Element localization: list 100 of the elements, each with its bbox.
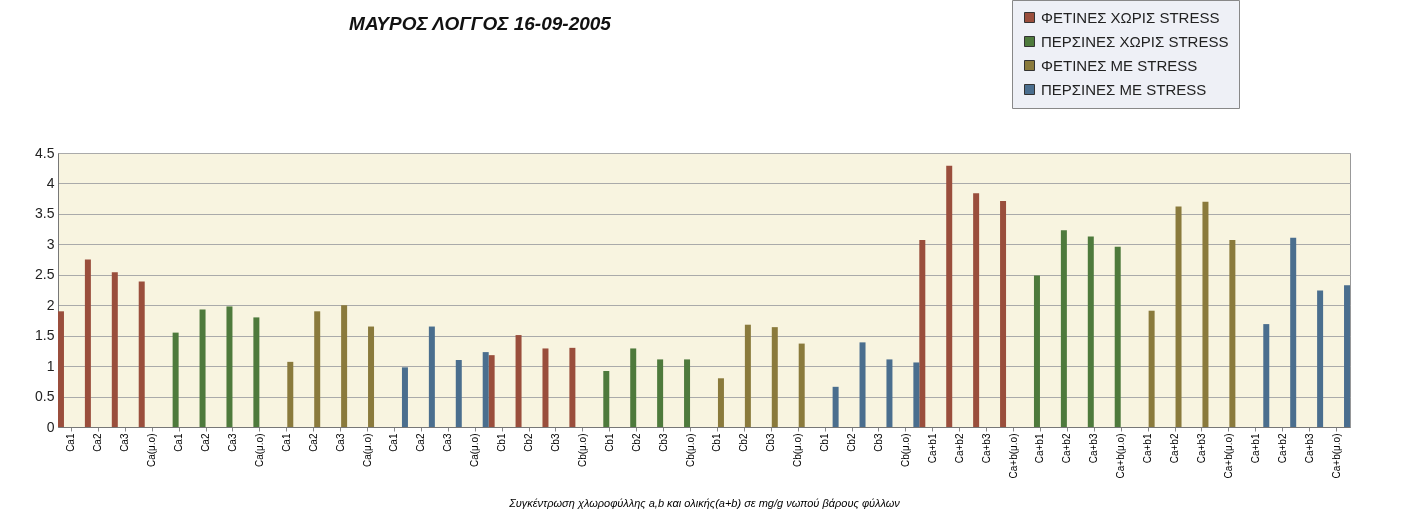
y-tick-label: 2 <box>46 296 55 313</box>
x-tick-label: Ca3 <box>226 433 238 452</box>
x-tick-label: Ca+b1 <box>1249 433 1261 464</box>
bar <box>455 360 462 427</box>
bar <box>488 355 495 427</box>
bar <box>1317 290 1324 427</box>
bar <box>1290 237 1297 427</box>
x-tick-label: Ca3 <box>119 433 131 452</box>
bar <box>569 347 576 427</box>
x-tick-label: Cb3 <box>765 433 777 452</box>
bar <box>684 359 691 427</box>
x-tick-label: Ca+b2 <box>1276 433 1288 464</box>
chart-title: ΜΑΥΡΟΣ ΛΟΓΓΟΣ 16-09-2005 <box>349 12 612 34</box>
bar <box>1202 201 1209 427</box>
x-tick-label: Cb1 <box>496 433 508 452</box>
legend-label: ΦΕΤΙΝΕΣ ΧΩΡΙΣ STRESS <box>1041 8 1220 26</box>
bar <box>1229 240 1236 427</box>
bar <box>919 240 926 427</box>
bar <box>946 165 953 427</box>
x-tick-label: Ca+b3 <box>1303 433 1315 464</box>
y-tick-label: 3 <box>46 235 55 252</box>
x-tick-label: Cb2 <box>846 433 858 452</box>
x-tick-label: Ca(μ.ο) <box>469 433 481 468</box>
x-tick-label: Ca+b(μ.ο) <box>1330 433 1342 479</box>
x-tick-label: Cb2 <box>523 433 535 452</box>
x-tick-label: Ca+b(μ.ο) <box>1222 433 1234 479</box>
x-tick-label: Cb(μ.ο) <box>792 433 804 468</box>
bar <box>287 361 294 427</box>
x-tick-label: Cb(μ.ο) <box>899 433 911 468</box>
x-tick-label: Ca+b3 <box>1195 433 1207 464</box>
x-tick-label: Ca1 <box>280 433 292 452</box>
y-tick-label: 0.5 <box>35 388 55 405</box>
bar <box>1060 230 1067 427</box>
x-tick-label: Cb3 <box>657 433 669 452</box>
bar <box>84 259 91 427</box>
x-tick-label: Ca+b1 <box>1034 433 1046 464</box>
y-tick-label: 3.5 <box>35 205 55 222</box>
x-tick-label: Ca2 <box>415 433 427 452</box>
bar <box>172 332 179 427</box>
x-tick-label: Ca1 <box>65 433 77 452</box>
bar <box>886 359 893 427</box>
bar <box>111 272 118 427</box>
bar <box>1175 206 1182 427</box>
bar <box>913 362 920 427</box>
y-tick-label: 1 <box>46 357 55 374</box>
x-tick-label: Ca+b(μ.ο) <box>1115 433 1127 479</box>
x-tick-label: Ca2 <box>200 433 212 452</box>
bar <box>973 193 980 427</box>
x-tick-label: Ca2 <box>307 433 319 452</box>
x-tick-label: Ca+b2 <box>1061 433 1073 464</box>
bar <box>368 326 375 427</box>
bar <box>341 305 348 427</box>
x-tick-label: Cb1 <box>819 433 831 452</box>
bar <box>717 378 724 427</box>
x-tick-label: Ca+b(μ.ο) <box>1007 433 1019 479</box>
x-tick-label: Ca+b3 <box>1088 433 1100 464</box>
x-tick-label: Ca1 <box>173 433 185 452</box>
y-tick-label: 2.5 <box>35 266 55 283</box>
x-tick-label: Ca+b2 <box>1169 433 1181 464</box>
bar <box>657 359 664 427</box>
bar <box>515 335 522 427</box>
bar <box>1148 310 1155 427</box>
y-tick-label: 1.5 <box>35 327 55 344</box>
bar <box>832 386 839 427</box>
x-tick-label: Cb2 <box>738 433 750 452</box>
legend-label: ΠΕΡΣΙΝΕΣ ΧΩΡΙΣ STRESS <box>1041 32 1229 50</box>
x-tick-label: Ca(μ.ο) <box>361 433 373 468</box>
x-tick-label: Cb3 <box>549 433 561 452</box>
x-tick-label: Ca3 <box>442 433 454 452</box>
x-tick-label: Ca(μ.ο) <box>253 433 265 468</box>
bar <box>428 326 435 427</box>
bar <box>138 281 145 427</box>
bar <box>744 324 751 427</box>
x-tick-label: Ca2 <box>92 433 104 452</box>
bar <box>1033 275 1040 427</box>
bar <box>859 342 866 427</box>
x-tick-label: Cb(μ.ο) <box>576 433 588 468</box>
bar <box>1344 285 1351 427</box>
x-tick-label: Ca3 <box>334 433 346 452</box>
bar <box>542 348 549 427</box>
x-tick-label: Ca(μ.ο) <box>146 433 158 468</box>
x-tick-label: Cb2 <box>630 433 642 452</box>
legend-label: ΠΕΡΣΙΝΕΣ ΜΕ STRESS <box>1041 80 1207 98</box>
bar <box>199 309 206 427</box>
bar <box>798 343 805 427</box>
bar <box>57 311 64 427</box>
y-tick-label: 4.5 <box>35 144 55 161</box>
x-tick-label: Ca+b2 <box>953 433 965 464</box>
bar <box>1087 236 1094 427</box>
x-tick-label: Ca1 <box>388 433 400 452</box>
x-tick-label: Cb1 <box>711 433 723 452</box>
bar <box>603 370 610 427</box>
legend-label: ΦΕΤΙΝΕΣ ΜΕ STRESS <box>1041 56 1198 74</box>
bar <box>1263 324 1270 427</box>
bar <box>1114 246 1121 427</box>
bar <box>482 352 489 427</box>
bar <box>314 311 321 427</box>
x-tick-label: Ca+b1 <box>1142 433 1154 464</box>
x-tick-label: Cb3 <box>872 433 884 452</box>
x-tick-label: Ca+b3 <box>980 433 992 464</box>
